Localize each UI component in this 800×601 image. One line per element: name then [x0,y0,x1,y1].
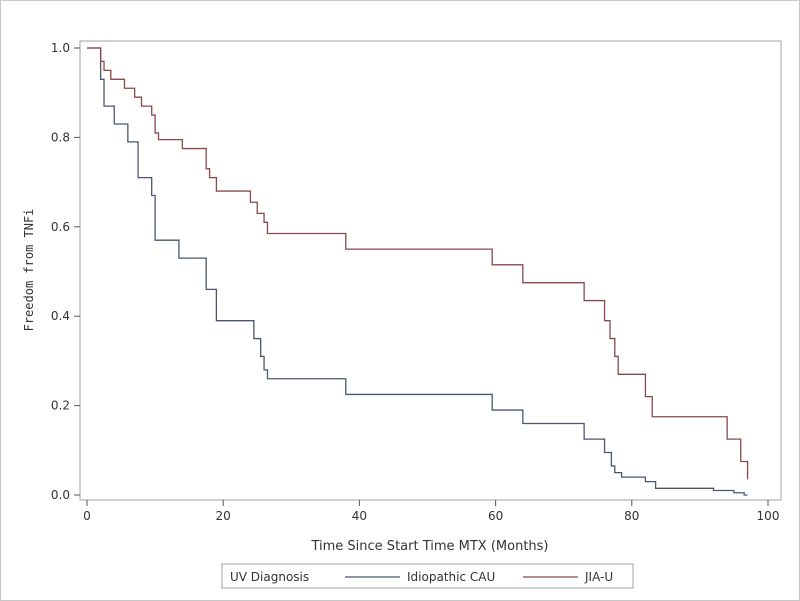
x-tick-label: 20 [216,509,231,523]
x-tick-label: 100 [757,509,780,523]
legend-box [221,563,634,589]
y-tick-label: 0.4 [51,309,70,323]
x-axis: 0 20 40 60 80 100 [83,500,779,523]
legend-label-jia-u: JIA-U [584,570,613,584]
x-tick-label: 40 [352,509,367,523]
x-tick-label: 0 [83,509,91,523]
y-axis: 0.0 0.2 0.4 0.6 0.8 1.0 [51,41,80,502]
series-line-jia-u [87,47,749,480]
x-axis-title: Time Since Start Time MTX (Months) [310,539,548,554]
y-tick-label: 1.0 [51,41,70,55]
y-tick-label: 0.0 [51,488,70,502]
y-tick-label: 0.6 [51,220,70,234]
legend: UV Diagnosis Idiopathic CAU JIA-U [221,563,634,589]
legend-label-idiopathic-cau: Idiopathic CAU [407,570,495,584]
x-tick-label: 80 [624,509,639,523]
x-tick-label: 60 [488,509,503,523]
y-tick-label: 0.2 [51,399,70,413]
series-layer [87,47,749,496]
legend-title: UV Diagnosis [230,570,309,584]
series-line-idiopathic-cau [87,47,748,496]
y-axis-title: Freedom from TNFi [22,209,36,332]
y-tick-label: 0.8 [51,130,70,144]
plot-area [79,40,782,501]
